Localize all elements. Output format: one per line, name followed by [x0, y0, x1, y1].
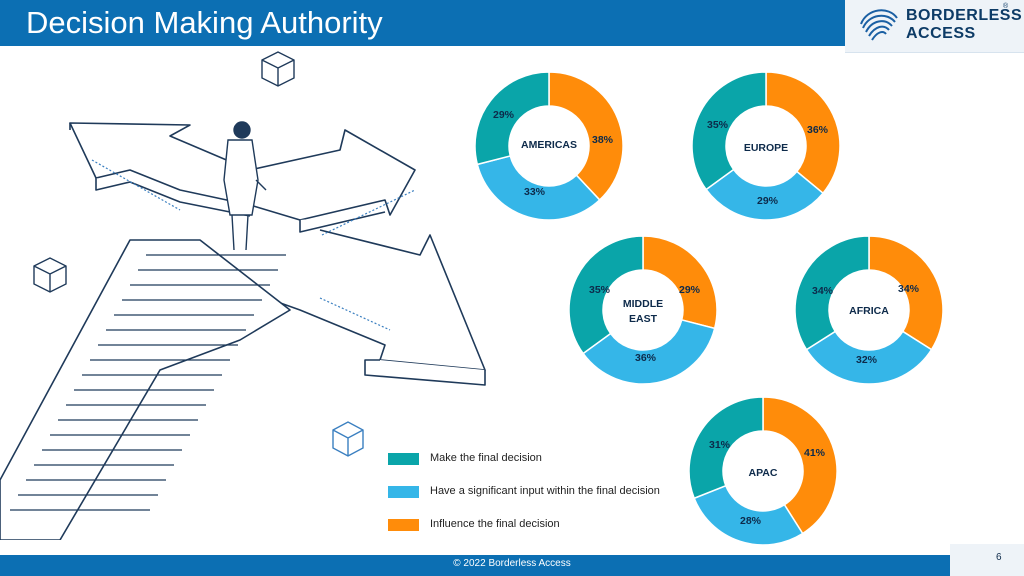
logo-line2: ACCESS: [906, 25, 976, 42]
pct-africa-blue: 32%: [856, 354, 878, 366]
donut-apac: APAC 31% 28% 41%: [688, 396, 838, 546]
region-label-middle-east-line1: MIDDLE: [622, 298, 664, 310]
logo-line1: BORDERLESS: [906, 7, 1023, 24]
pct-americas-blue: 33%: [524, 186, 546, 198]
pct-middle-east-blue: 36%: [635, 352, 657, 364]
pct-middle-east-orange: 29%: [679, 284, 701, 296]
page-number: 6: [996, 552, 1002, 563]
footer-bar: © 2022 Borderless Access: [0, 555, 1024, 576]
donut-slice-apac-orange: [762, 396, 838, 535]
legend-swatch-orange: [388, 519, 419, 531]
pct-europe-teal: 35%: [707, 119, 729, 131]
pct-middle-east-teal: 35%: [589, 284, 611, 296]
pct-africa-teal: 34%: [812, 285, 834, 297]
pct-apac-orange: 41%: [804, 447, 826, 459]
donut-slice-middle-east-teal: [568, 235, 644, 355]
pct-apac-teal: 31%: [709, 439, 731, 451]
donut-slice-apac-lightblue: [693, 484, 804, 546]
pct-europe-blue: 29%: [757, 195, 779, 207]
crossroads-illustration: [0, 51, 486, 540]
logo-swirl-icon: [860, 9, 898, 41]
logo-registered: ®: [1003, 3, 1009, 10]
donut-slice-africa-orange: [868, 235, 944, 351]
region-label-middle-east-line2: EAST: [628, 313, 657, 325]
donut-americas: AMERICAS 29% 33% 38%: [474, 71, 624, 221]
logo: BORDERLESS ACCESS ®: [845, 0, 1024, 53]
pct-africa-orange: 34%: [898, 283, 920, 295]
legend-swatch-teal: [388, 453, 419, 465]
donut-slice-africa-teal: [794, 235, 870, 351]
donut-slice-americas-teal: [474, 71, 550, 166]
legend-swatch-lightblue: [388, 486, 419, 498]
donut-europe: EUROPE 35% 29% 36%: [691, 71, 841, 221]
region-label-europe: EUROPE: [743, 142, 789, 154]
copyright-text: © 2022 Borderless Access: [453, 558, 571, 569]
donut-slice-middle-east-orange: [642, 235, 718, 330]
donut-slice-europe-teal: [691, 71, 767, 191]
region-label-africa: AFRICA: [849, 305, 889, 317]
region-label-apac: APAC: [748, 467, 778, 479]
donut-slice-americas-lightblue: [476, 155, 601, 221]
pct-americas-orange: 38%: [592, 134, 614, 146]
pct-europe-orange: 36%: [807, 124, 829, 136]
donut-slice-apac-teal: [688, 396, 764, 500]
pct-americas-teal: 29%: [493, 109, 515, 121]
page-number-box: [950, 544, 1024, 576]
donut-africa: AFRICA 34% 32% 34%: [794, 235, 944, 385]
donut-slice-europe-lightblue: [705, 168, 825, 221]
page-title: Decision Making Authority: [26, 5, 383, 40]
donut-slice-americas-orange: [548, 71, 624, 202]
donut-middle-east: MIDDLE EAST 35% 36% 29%: [568, 235, 718, 385]
legend-label: Make the final decision: [430, 452, 542, 464]
legend-label: Influence the final decision: [430, 518, 560, 530]
donut-slice-middle-east-lightblue: [582, 319, 716, 385]
legend-label: Have a significant input within the fina…: [430, 485, 660, 497]
pct-apac-blue: 28%: [740, 515, 762, 527]
donut-slice-africa-lightblue: [805, 330, 933, 385]
region-label-americas: AMERICAS: [520, 139, 577, 151]
donut-slice-europe-orange: [765, 71, 841, 195]
